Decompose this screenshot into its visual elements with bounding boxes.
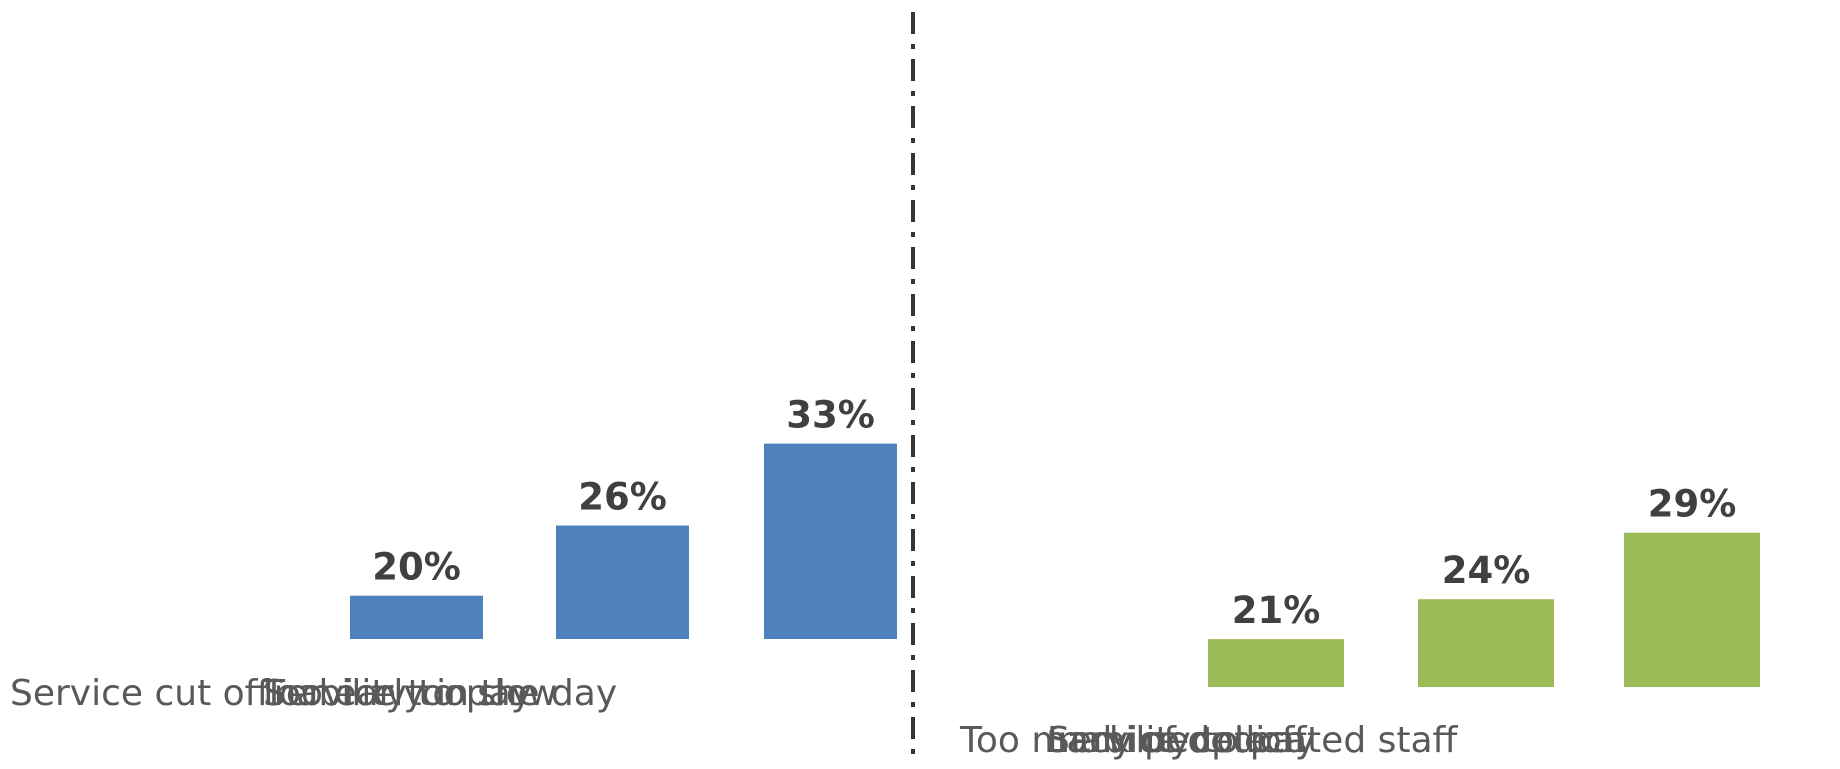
right-category-label-2: Service cut off (1047, 720, 1308, 761)
left-bar-2 (556, 525, 689, 639)
left-category-label-3: Inability to pay (263, 673, 532, 714)
right-category-label-3: Lack of dedicated staff (1047, 720, 1459, 761)
left-value-label-2: 26% (578, 476, 667, 519)
left-bar-3 (764, 443, 897, 639)
right-category-label-4: Inability to pay (1047, 720, 1316, 761)
right-bar-1 (1208, 639, 1344, 687)
left-category-label-4: Service too slow (263, 673, 557, 714)
right-category-label-1: Too many people (959, 720, 1266, 761)
left-category-label-1: Service cut off (10, 673, 271, 714)
right-value-label-3: 29% (1648, 483, 1737, 526)
left-category-label-2: Too early in the day (262, 673, 617, 714)
left-bar-1 (350, 595, 483, 639)
right-value-label-2: 24% (1442, 549, 1531, 592)
right-bar-3 (1624, 532, 1760, 687)
right-bar-2 (1418, 599, 1554, 687)
left-value-label-1: 20% (372, 546, 461, 589)
right-value-label-1: 21% (1232, 589, 1321, 632)
left-value-label-3: 33% (786, 394, 875, 437)
